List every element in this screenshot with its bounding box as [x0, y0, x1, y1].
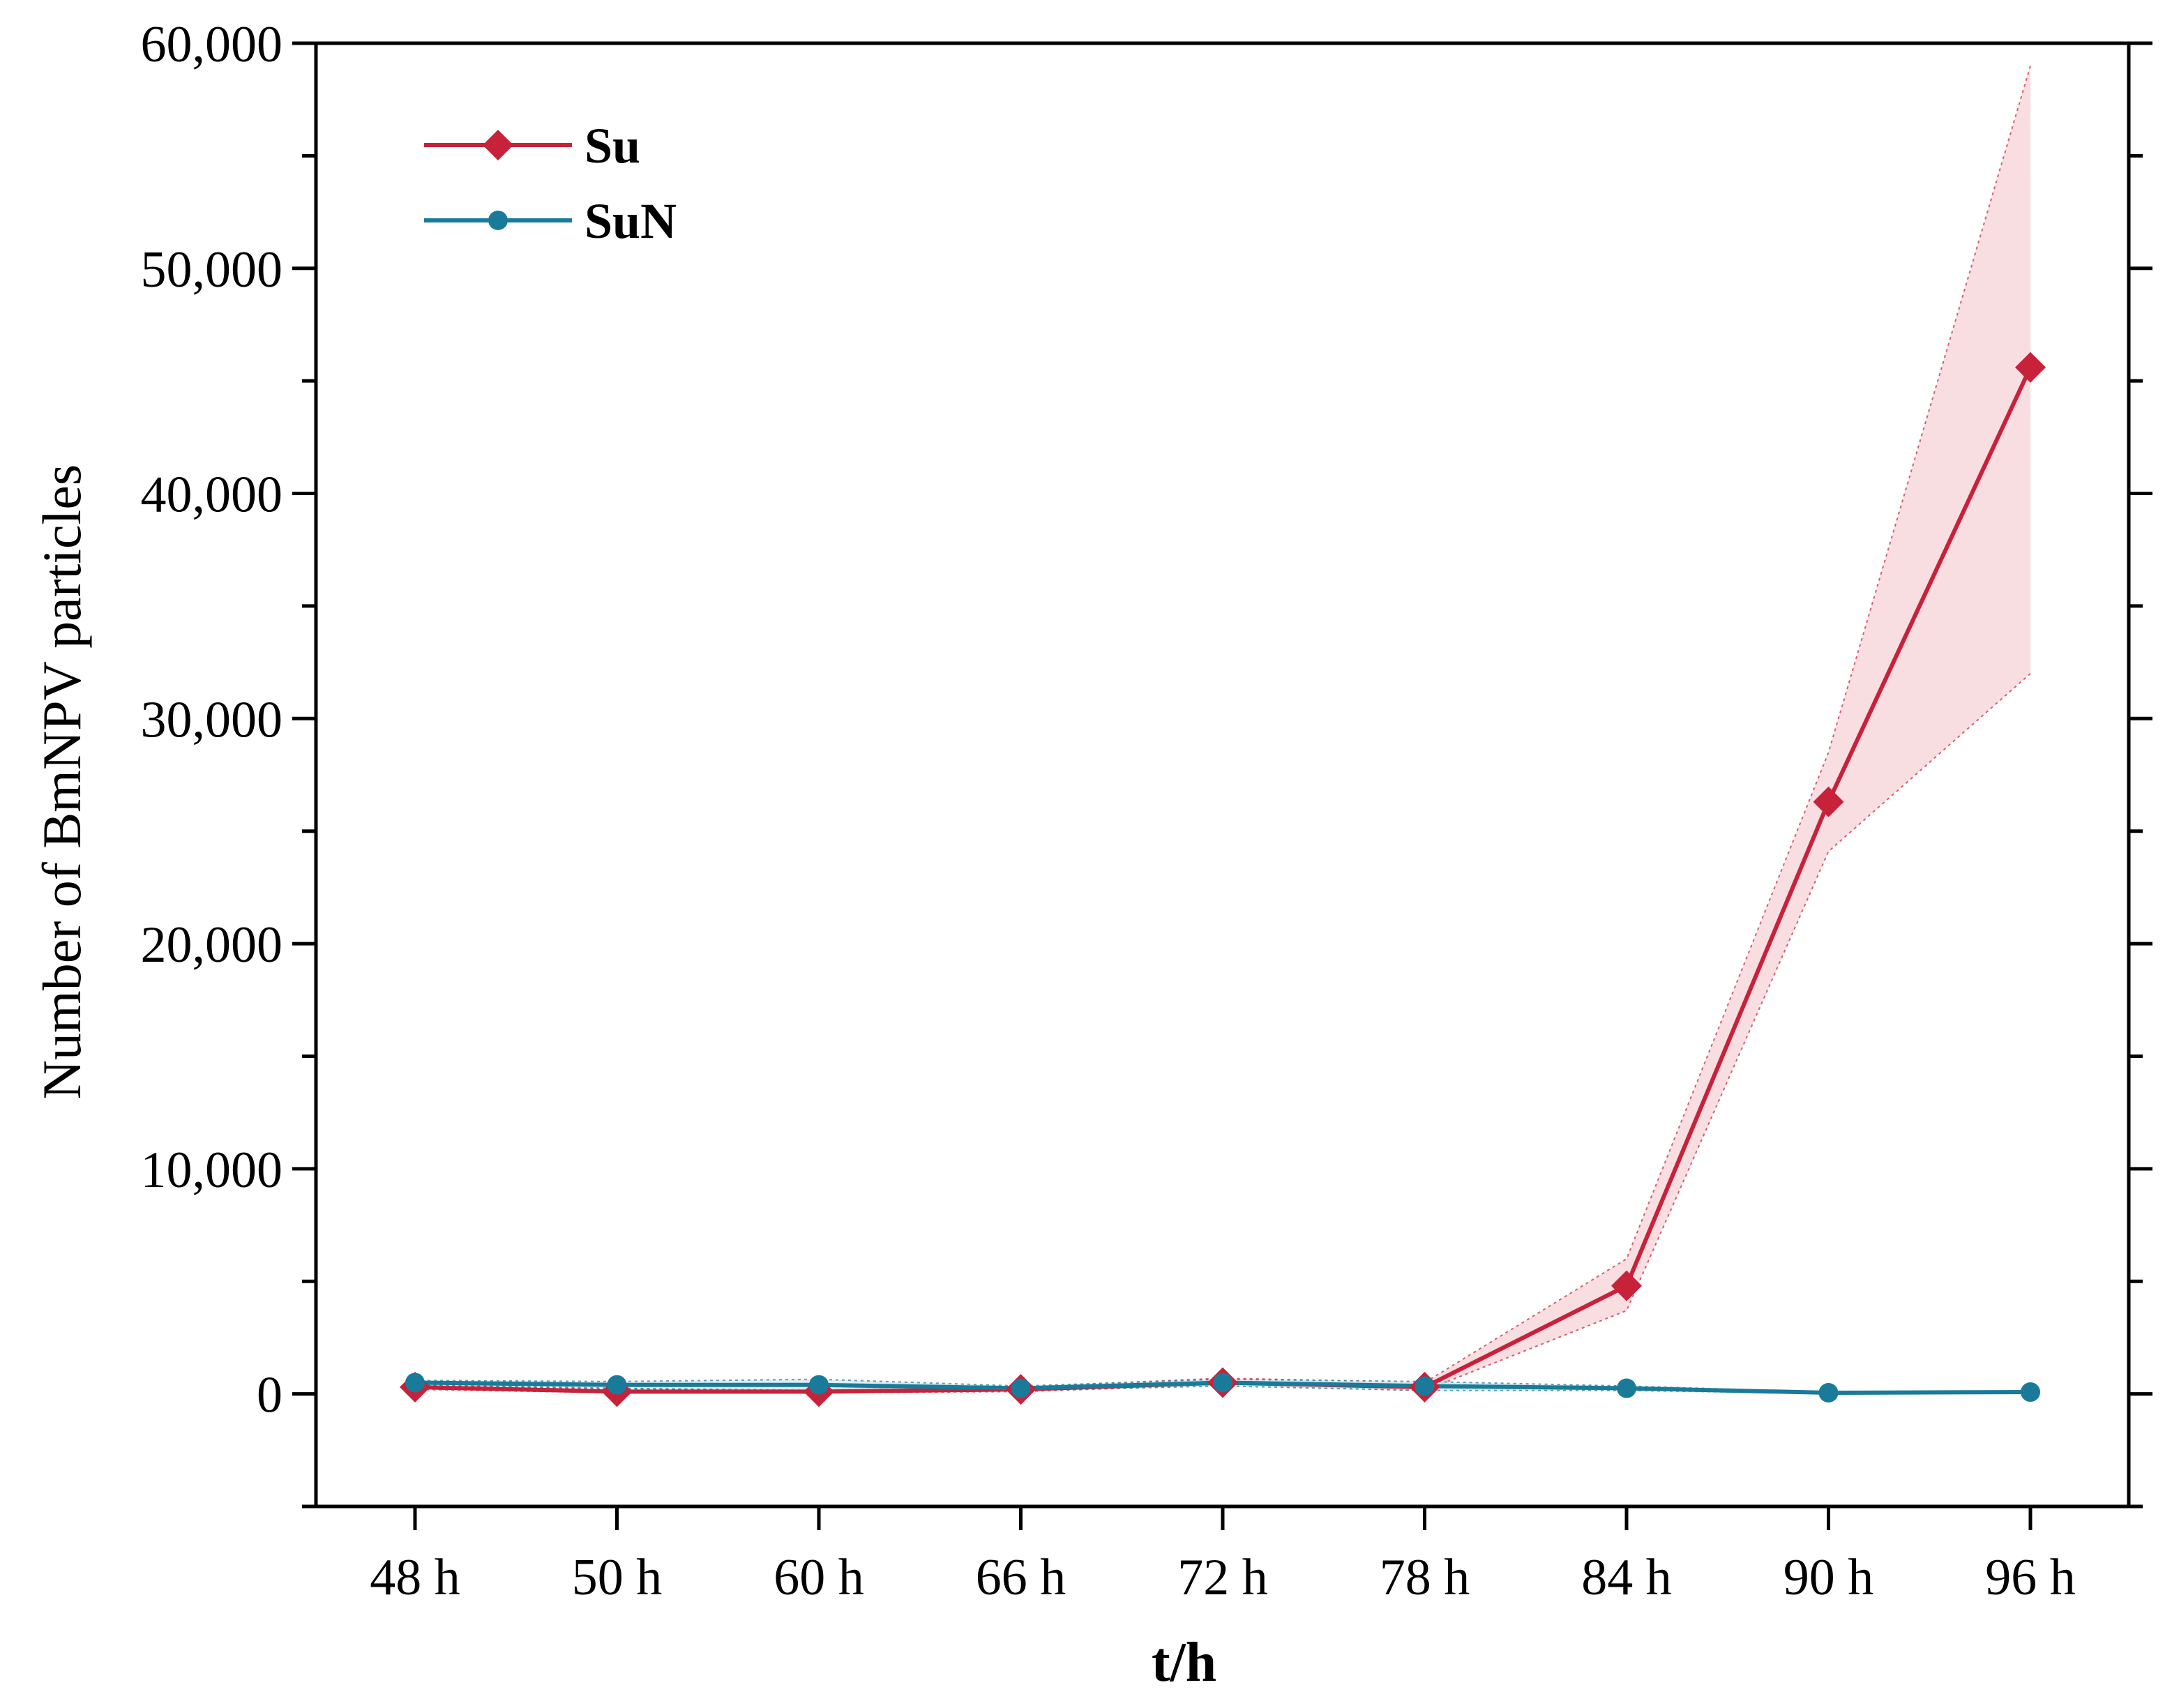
y-tick-label: 50,000 — [141, 241, 283, 298]
data-point-sun — [1818, 1383, 1839, 1403]
x-tick-label: 96 h — [1985, 1549, 2076, 1606]
data-point-su — [2015, 352, 2046, 383]
data-point-sun — [809, 1375, 829, 1395]
y-axis-ticks: 0 10,000 20,000 30,000 40,000 50,000 60,000 — [141, 16, 2152, 1509]
x-tick-label: 72 h — [1177, 1549, 1268, 1606]
y-tick-label: 0 — [257, 1367, 282, 1424]
x-tick-label: 50 h — [572, 1549, 663, 1606]
data-point-sun — [1415, 1376, 1435, 1396]
x-tick-label: 60 h — [774, 1549, 864, 1606]
y-axis-title: Number of BmNPV particles — [31, 464, 92, 1100]
x-tick-label: 48 h — [370, 1549, 460, 1606]
data-point-sun — [1011, 1378, 1031, 1398]
data-point-sun — [405, 1373, 425, 1393]
data-point-sun — [1213, 1373, 1232, 1393]
data-point-su — [1611, 1270, 1642, 1301]
series-markers — [400, 352, 2046, 1407]
legend-label-sun: SuN — [585, 193, 677, 249]
x-axis-ticks: 48 h 50 h 60 h 66 h 72 h 78 h 84 h 90 h 96 h — [370, 1506, 2076, 1606]
y-tick-label: 40,000 — [141, 467, 283, 524]
data-point-su — [1813, 786, 1844, 817]
legend-marker-sun — [488, 211, 508, 230]
x-tick-label: 90 h — [1783, 1549, 1874, 1606]
legend-marker-su — [483, 130, 513, 160]
y-tick-label: 30,000 — [141, 691, 283, 748]
y-tick-label: 10,000 — [141, 1142, 283, 1199]
y-tick-label: 60,000 — [141, 16, 283, 73]
data-point-sun — [607, 1375, 627, 1395]
y-tick-label: 20,000 — [141, 916, 283, 974]
legend-label-su: Su — [585, 118, 640, 174]
x-tick-label: 66 h — [976, 1549, 1066, 1606]
x-tick-label: 84 h — [1581, 1549, 1672, 1606]
legend: Su SuN — [424, 118, 677, 249]
x-tick-label: 78 h — [1380, 1549, 1470, 1606]
data-point-sun — [2021, 1382, 2040, 1403]
x-axis-title: t/h — [1152, 1632, 1216, 1693]
data-point-sun — [1617, 1378, 1636, 1398]
